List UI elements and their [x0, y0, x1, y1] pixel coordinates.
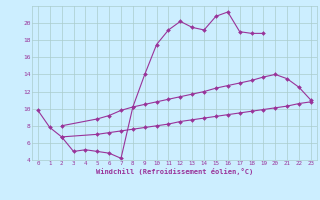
- X-axis label: Windchill (Refroidissement éolien,°C): Windchill (Refroidissement éolien,°C): [96, 168, 253, 175]
